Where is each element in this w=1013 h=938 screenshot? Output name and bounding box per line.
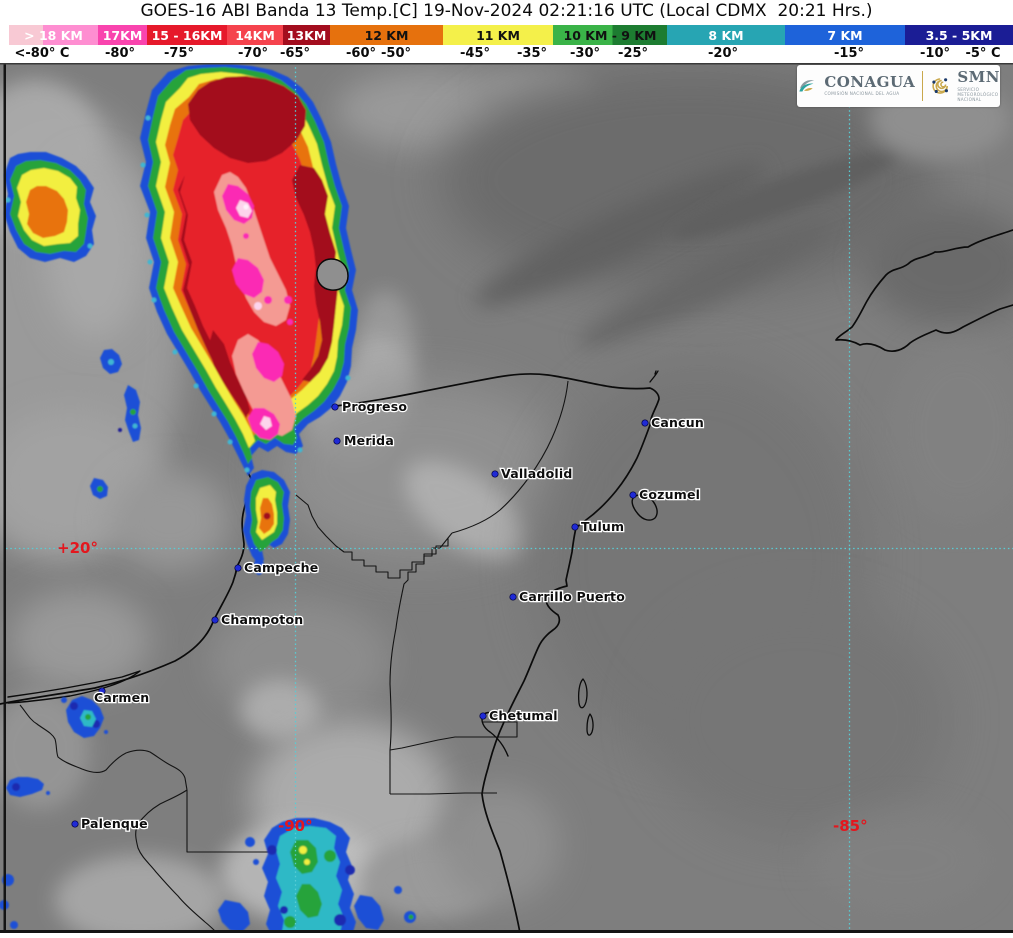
- city-dot: [509, 593, 517, 601]
- city-dot: [71, 820, 79, 828]
- scale-segment-7: 11 KM: [443, 25, 553, 45]
- city-dot: [491, 470, 499, 478]
- image-title: GOES-16 ABI Banda 13 Temp.[C] 19-Nov-202…: [140, 1, 873, 21]
- storm-left-cell: [4, 152, 96, 262]
- city-label: Cancun: [651, 415, 704, 430]
- city-dot: [331, 403, 339, 411]
- scale-segment-4: 14KM: [227, 25, 283, 45]
- temperature-scale-labels: <-80° C -80° -75° -70° -65° -60° -50° -45° -35° -…: [0, 46, 1013, 61]
- storm-campeche-cell: [243, 470, 290, 575]
- cloud-texture: [0, 65, 1013, 933]
- map-border-top: [0, 63, 1013, 65]
- city-dot: [641, 419, 649, 427]
- storm-small-cells-left: [90, 349, 141, 499]
- altitude-color-scale: > 18 KM 17KM 15 - 16KM 14KM 13KM 12 KM 11 KM 10…: [0, 25, 1013, 45]
- storm-left-edge-cell: [6, 777, 50, 797]
- agency-logo-box: CONAGUA COMISIÓN NACIONAL DEL AGUA SMN S…: [797, 65, 1000, 107]
- scale-segment-1: > 18 KM: [9, 25, 98, 45]
- temp-label: -70°: [238, 46, 268, 61]
- city-label: Chetumal: [489, 708, 558, 723]
- temp-label: -80°: [105, 46, 135, 61]
- scale-segment-10: 7 KM: [785, 25, 905, 45]
- islands-chinchorro: [577, 678, 594, 736]
- city-label: Carmen: [94, 690, 149, 705]
- city-dot: [479, 712, 487, 720]
- city-dot: [98, 687, 106, 695]
- scale-segment-11: 3.5 - 5KM: [905, 25, 1013, 45]
- conagua-logo-icon: [799, 80, 815, 92]
- storm-chiapas-complex: [0, 818, 416, 933]
- coastline-cuba: [835, 229, 1013, 353]
- temp-label: -35°: [517, 46, 547, 61]
- city-dot: [211, 616, 219, 624]
- conagua-logo-text: CONAGUA: [824, 73, 916, 92]
- smn-logo-icon: [932, 78, 948, 94]
- city-dot: [333, 437, 341, 445]
- city-label: Palenque: [81, 816, 148, 831]
- coastline-yucatan: [0, 373, 660, 933]
- city-label: Campeche: [244, 560, 318, 575]
- city-markers: Progreso Merida Cancun Valladolid Cozumel Tul…: [71, 398, 705, 832]
- coord-label: -90°: [278, 817, 313, 835]
- temp-label: -20°: [708, 46, 738, 61]
- coordinate-labels: +20° -90° -85°: [57, 539, 868, 835]
- storm-main: [140, 64, 358, 476]
- scale-segment-9: 8 KM: [667, 25, 785, 45]
- scale-segment-3: 15 - 16KM: [147, 25, 227, 45]
- map-border-left: [3, 63, 6, 933]
- state-borders: [19, 380, 569, 933]
- coastline-chetumal-bay: [481, 711, 509, 757]
- coastline-cozumel-island: [631, 493, 658, 521]
- smn-logo-text: SMN: [957, 67, 1000, 86]
- temp-label: -65°: [280, 46, 310, 61]
- city-label: Tulum: [581, 519, 624, 534]
- coastline-carmen-lagoon: [7, 670, 141, 704]
- scale-segment-2: 17KM: [98, 25, 147, 45]
- storm-cyan-specks: [140, 115, 351, 473]
- alacranes-reef-outline: [316, 258, 349, 291]
- city-label: Merida: [344, 433, 394, 448]
- city-label: Progreso: [342, 399, 407, 414]
- temp-label: -50°: [381, 46, 411, 61]
- coord-label: +20°: [57, 539, 98, 557]
- temp-label: -10°: [920, 46, 950, 61]
- logo-divider: [922, 71, 924, 101]
- temp-label: -75°: [164, 46, 194, 61]
- scale-segment-6: 12 KM: [330, 25, 443, 45]
- city-dot: [571, 523, 579, 531]
- city-label: Champoton: [221, 612, 303, 627]
- islands-cancun: [649, 370, 659, 383]
- storm-carmen-cell: [61, 696, 108, 738]
- satellite-map: +20° -90° -85° Progreso Merida Cancun Vallado…: [0, 63, 1013, 933]
- city-label: Carrillo Puerto: [519, 589, 625, 604]
- scale-segment-8: 10 KM - 9 KM: [553, 25, 667, 45]
- city-dot: [629, 491, 637, 499]
- temp-label: -5° C: [965, 46, 1001, 61]
- temp-label: <-80° C: [14, 46, 70, 61]
- grid-lines: [6, 63, 1013, 930]
- temp-label: -15°: [834, 46, 864, 61]
- city-dot: [234, 564, 242, 572]
- temp-label: -60°: [346, 46, 376, 61]
- smn-logo-subtitle: SERVICIO METEOROLÓGICO NACIONAL: [957, 86, 999, 103]
- city-label: Valladolid: [501, 466, 572, 481]
- coord-label: -85°: [833, 817, 868, 835]
- map-border-bottom: [0, 930, 1013, 933]
- temp-label: -30°: [570, 46, 600, 61]
- city-label: Cozumel: [639, 487, 700, 502]
- temp-label: -45°: [460, 46, 490, 61]
- conagua-logo-subtitle: COMISIÓN NACIONAL DEL AGUA: [824, 91, 900, 97]
- scale-segment-5: 13KM: [283, 25, 330, 45]
- temp-label: -25°: [618, 46, 648, 61]
